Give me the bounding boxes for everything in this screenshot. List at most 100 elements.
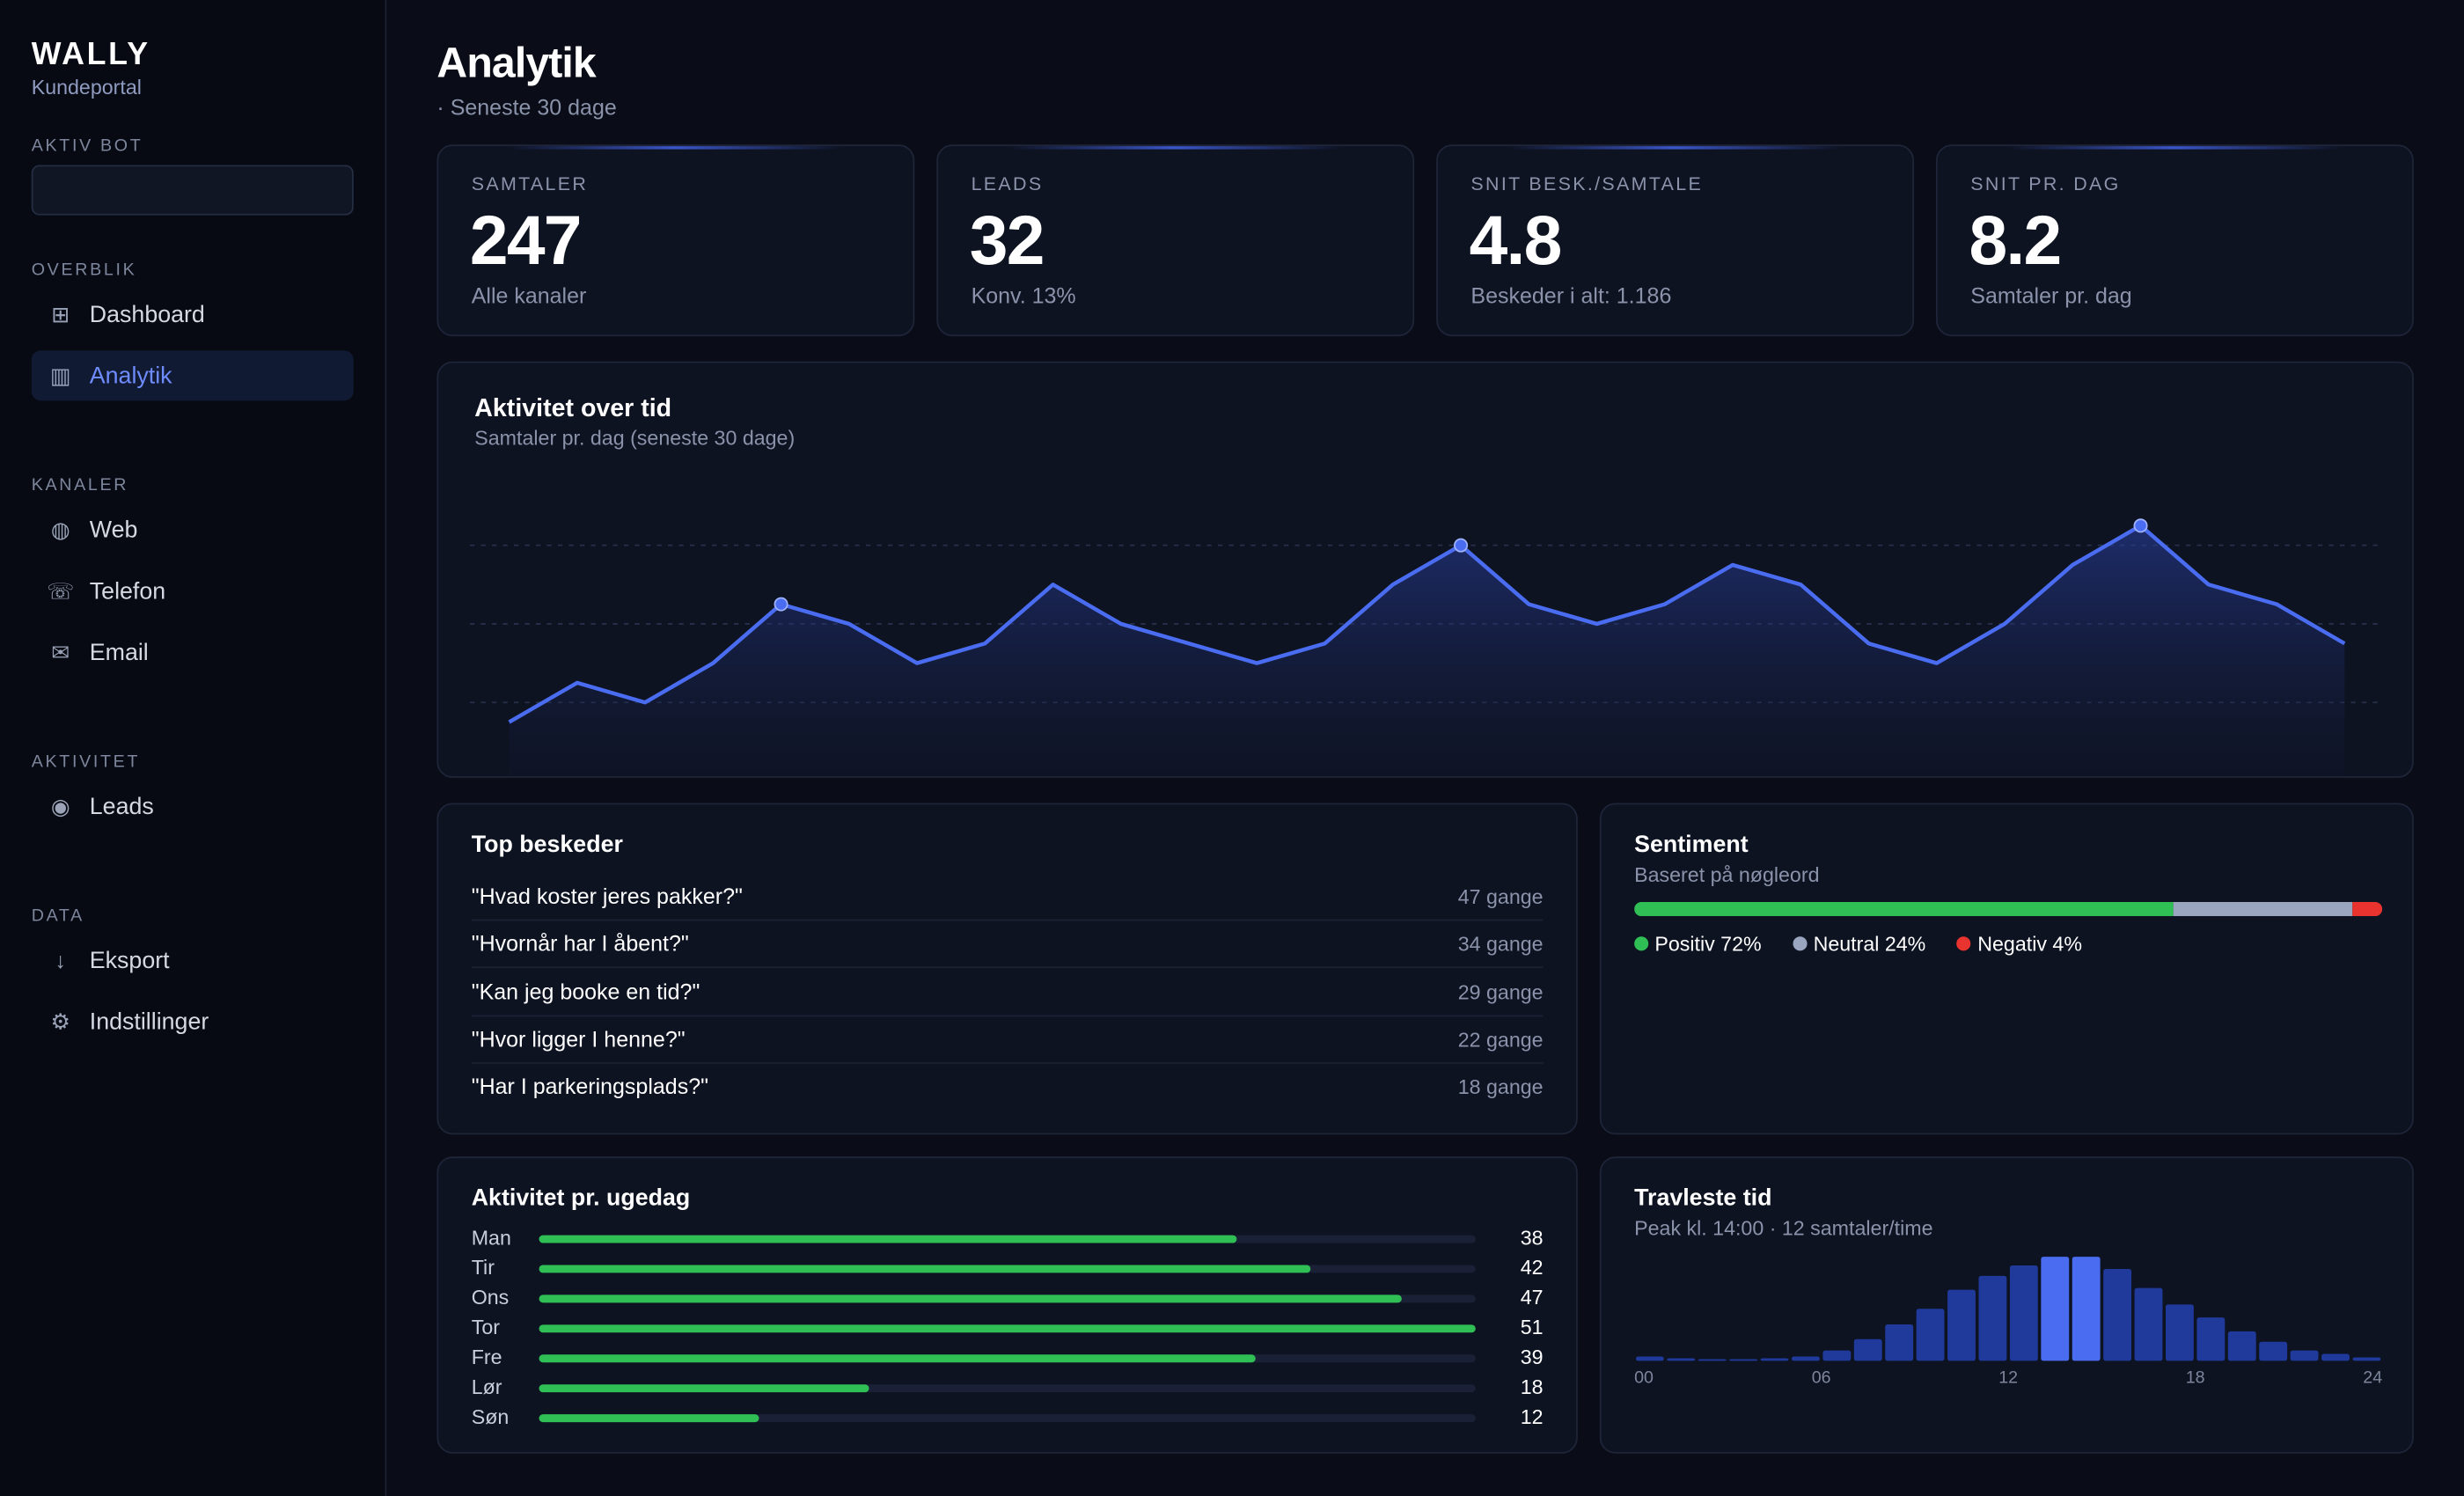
point [774, 597, 788, 612]
bar [1978, 1275, 2007, 1361]
bar-value: 51 [1520, 1315, 1544, 1339]
message-text: "Har I parkeringsplads?" [471, 1073, 708, 1099]
sentiment-card: Sentiment Baseret på nøgleord Positiv 72… [1599, 803, 2414, 1135]
legend-entry: Neutral 24% [1793, 932, 1925, 956]
nav-icon: ⊞ [51, 301, 70, 327]
bar [2009, 1265, 2038, 1361]
message-text: "Kan jeg booke en tid?" [471, 978, 700, 1004]
message-text: "Hvor ligger I henne?" [471, 1025, 686, 1052]
nav-item[interactable]: ☏ Telefon [32, 566, 354, 616]
bar [1947, 1289, 1976, 1361]
day-label: Fre [471, 1345, 502, 1369]
row-divider [471, 919, 1544, 921]
card-title: Aktivitet pr. ugedag [471, 1184, 691, 1212]
nav-label: Dashboard [89, 301, 205, 329]
bar [1635, 1356, 1664, 1361]
kpi-label: SNIT BESK./SAMTALE [1470, 172, 1704, 195]
day-label: Lør [471, 1375, 502, 1399]
nav-item[interactable]: ◍ Web [32, 504, 354, 554]
bar [539, 1384, 870, 1393]
bar [1822, 1350, 1852, 1361]
brand-subtitle: Kundeportal [31, 75, 142, 99]
sentiment-segment [2352, 901, 2383, 917]
activity-card: Aktivitet over tid Samtaler pr. dag (sen… [436, 361, 2414, 778]
bar-value: 38 [1520, 1225, 1544, 1250]
top-messages-card: Top beskeder "Hvad koster jeres pakker?"… [436, 803, 1578, 1135]
bar [1760, 1358, 1789, 1361]
sentiment-bar [1634, 901, 2383, 917]
section-label: AKTIV BOT [31, 136, 143, 156]
sentiment-segment [2173, 901, 2353, 917]
nav-label: Leads [89, 793, 154, 821]
day-label: Man [471, 1225, 511, 1250]
weekday-card: Aktivitet pr. ugedag Man 38 Tir 42 Ons 47 Tor 5… [436, 1156, 1578, 1454]
message-count: 29 gange [1457, 979, 1544, 1004]
bar-value: 47 [1520, 1285, 1544, 1309]
hourly-chart: 00 06 12 18 24 [1634, 1257, 2382, 1387]
nav-item[interactable]: ↓ Eksport [32, 935, 354, 985]
day-label: Ons [471, 1285, 510, 1309]
row-divider [471, 1061, 1544, 1064]
bar [2259, 1341, 2288, 1361]
kpi-note: Alle kanaler [471, 282, 587, 308]
nav-icon: ◍ [50, 517, 70, 543]
card-subtitle: Baseret på nøgleord [1634, 862, 1820, 887]
nav-item[interactable]: ⚙ Indstillinger [32, 996, 354, 1046]
card-title: Top beskeder [471, 831, 623, 858]
nav-label: Indstillinger [89, 1008, 209, 1036]
legend-label: Negativ 4% [1977, 931, 2082, 956]
bar [1916, 1309, 1945, 1361]
message-text: "Hvornår har I åbent?" [471, 930, 689, 957]
bar [539, 1235, 1237, 1243]
bar [2166, 1304, 2194, 1361]
bar-track [539, 1384, 1476, 1393]
nav-item[interactable]: ⊞ Dashboard [32, 290, 354, 340]
bar [2352, 1357, 2381, 1361]
x-tick-label: 06 [1812, 1368, 1831, 1387]
bar [2196, 1317, 2226, 1361]
page-subtitle: · Seneste 30 dage [436, 94, 617, 120]
legend-dot [1793, 936, 1808, 951]
message-count: 47 gange [1457, 884, 1544, 909]
card-title: Aktivitet over tid [474, 395, 672, 423]
legend-dot [1634, 936, 1649, 951]
bar [539, 1294, 1403, 1303]
kpi-card: LEADS 32 Konv. 13% [936, 144, 1415, 337]
nav-label: Web [89, 517, 138, 544]
kpi-label: LEADS [971, 172, 1044, 195]
section-label: AKTIVITET [31, 752, 141, 772]
sentiment-segment [1634, 901, 2174, 917]
bar [1698, 1359, 1727, 1361]
bar [539, 1354, 1256, 1363]
bar-value: 18 [1520, 1375, 1544, 1399]
nav-icon: ▥ [49, 363, 71, 389]
kpi-note: Konv. 13% [971, 282, 1076, 308]
area [509, 525, 2345, 775]
nav-item[interactable]: ◉ Leads [32, 781, 354, 831]
nav-item[interactable]: ✉ Email [32, 627, 354, 677]
bar [2321, 1353, 2350, 1361]
nav-label: Analytik [89, 363, 172, 390]
nav-label: Email [89, 639, 149, 667]
nav-icon: ↓ [55, 947, 66, 973]
bar [1853, 1338, 1882, 1361]
sidebar: WALLY Kundeportal AKTIV BOT OVERBLIK ⊞ Das… [0, 0, 387, 1496]
card-subtitle: Peak kl. 14:00 · 12 samtaler/time [1634, 1216, 1933, 1240]
bar [2103, 1268, 2132, 1361]
nav-item[interactable]: ▥ Analytik [31, 350, 354, 401]
card-title: Travleste tid [1634, 1184, 1772, 1212]
bar [1792, 1356, 1820, 1361]
x-tick-label: 18 [2186, 1368, 2205, 1387]
bar [2290, 1350, 2319, 1361]
bot-select[interactable] [31, 165, 354, 216]
point [1454, 538, 1469, 553]
kpi-value: 247 [469, 202, 583, 280]
legend-label: Neutral 24% [1813, 931, 1926, 956]
kpi-value: 4.8 [1469, 202, 1563, 280]
bar [1885, 1324, 1914, 1361]
bar-value: 12 [1520, 1404, 1544, 1429]
bar [539, 1265, 1310, 1273]
x-tick-label: 12 [1998, 1368, 2018, 1387]
legend-label: Positiv 72% [1654, 931, 1762, 956]
nav-label: Telefon [89, 578, 166, 605]
